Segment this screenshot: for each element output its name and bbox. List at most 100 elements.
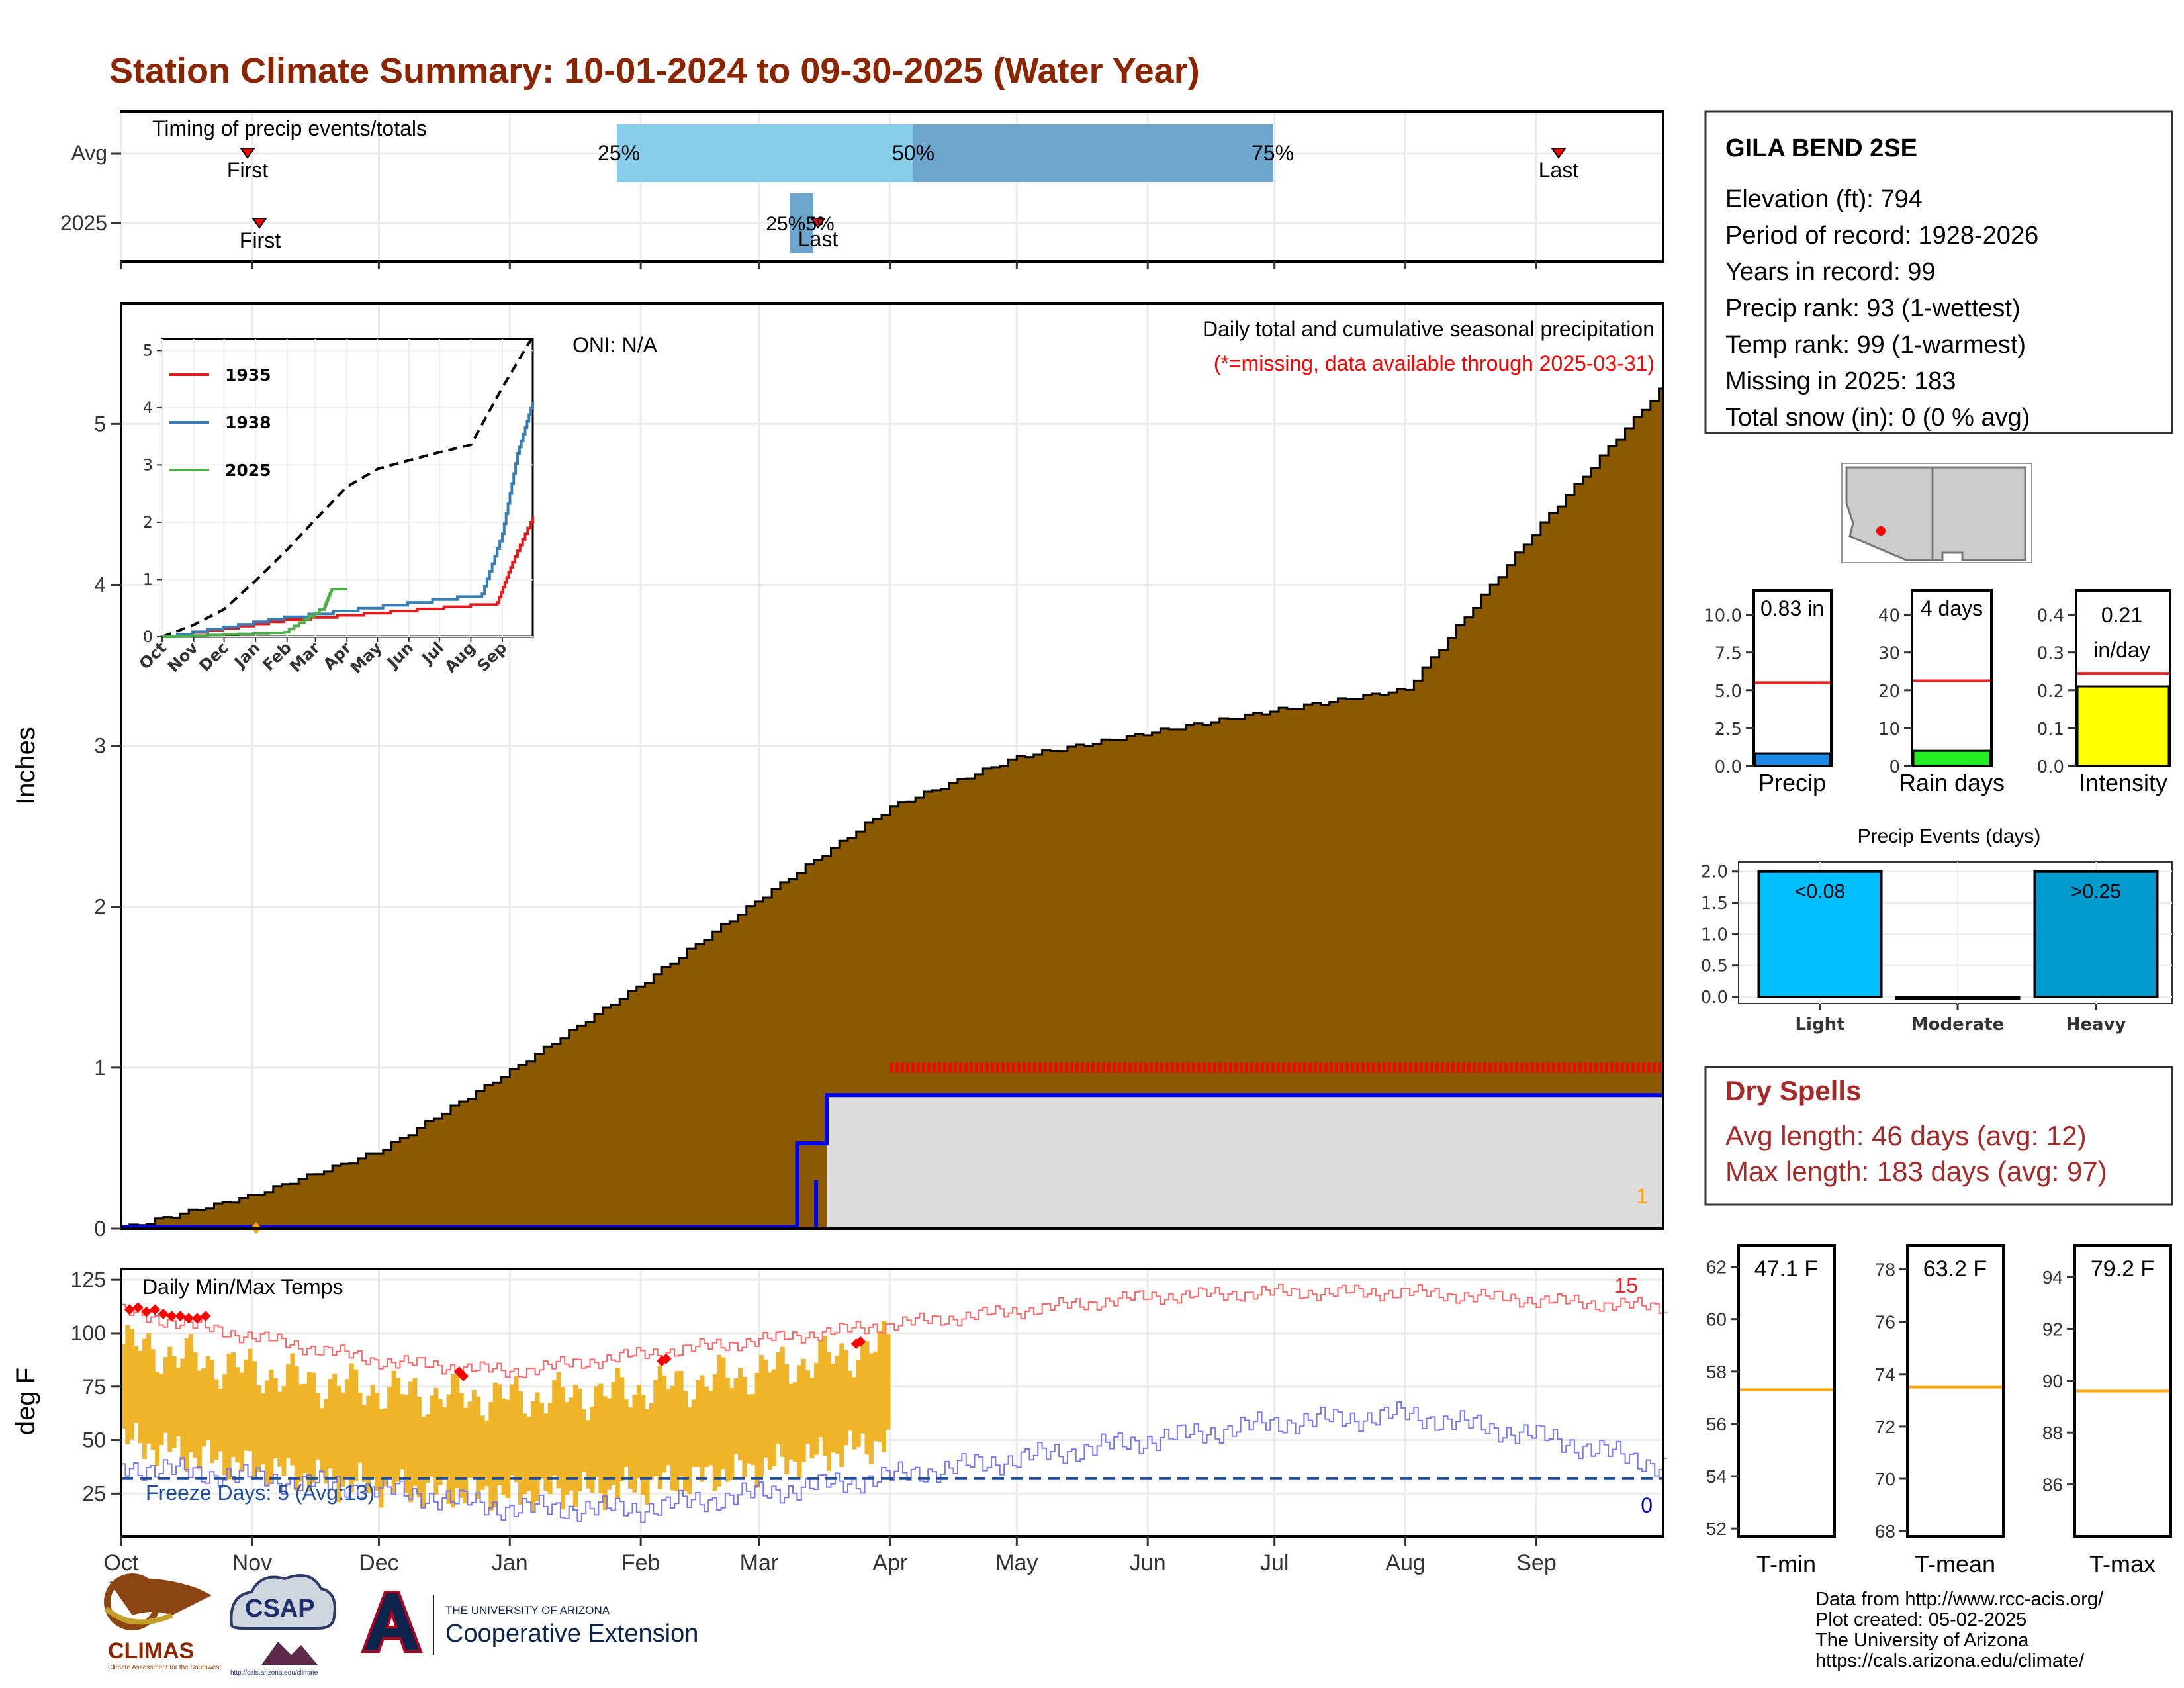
mini-box-y-tick-label: 0.2 — [2037, 682, 2064, 702]
temp-day-bar — [641, 1395, 646, 1495]
climas-logo: CLIMAS Climate Assessment for the Southw… — [104, 1573, 221, 1671]
precip-y-axis: 0 1 2 3 4 5 — [94, 412, 121, 1241]
temp-day-bar — [594, 1386, 599, 1477]
rain-days-box: 0 10 20 30 40 — [1878, 589, 1993, 777]
temp-day-bar — [733, 1378, 739, 1454]
inset-y-tick-label: 0 — [143, 628, 153, 646]
events-y-tick-label: 1.0 — [1701, 925, 1728, 945]
temp-day-bar — [497, 1384, 502, 1485]
temp-day-bar — [569, 1397, 574, 1491]
temp-day-bar — [134, 1346, 139, 1423]
inset-y-tick-label: 1 — [143, 570, 153, 588]
temp-day-bar — [155, 1372, 160, 1466]
events-y-tick-label: 0.5 — [1701, 957, 1728, 976]
dry-spells-title: Dry Spells — [1725, 1075, 1861, 1106]
mini-box-y-tick-label: 7.5 — [1715, 644, 1742, 664]
temp-box-y-tick-label: 58 — [1706, 1362, 1727, 1382]
inset-y-tick-label: 2 — [143, 513, 153, 532]
temp-day-bar — [205, 1356, 210, 1440]
timing-avg-first-label: First — [227, 158, 268, 182]
record-low-count: 0 — [1641, 1493, 1653, 1517]
temp-day-bar — [256, 1385, 261, 1472]
temp-day-bar — [754, 1372, 760, 1488]
temp-day-bar — [395, 1378, 400, 1482]
temp-box-frame — [1906, 1244, 2005, 1538]
month-x-axis: Oct Nov Dec Jan Feb Mar Apr May Jun Jul Aug Sep — [104, 1536, 1557, 1575]
timing-2025-last-label: Last — [798, 227, 839, 251]
dry-spells-frame — [1704, 1066, 2173, 1206]
temp-day-bar — [302, 1383, 308, 1474]
temp-box-y-tick-label: 92 — [2042, 1319, 2063, 1339]
temp-day-bar — [281, 1386, 287, 1477]
temp-box-y-tick-label: 54 — [1706, 1466, 1727, 1487]
temp-day-bar — [501, 1398, 506, 1495]
temp-day-bar — [345, 1379, 350, 1477]
temp-y-tick-label: 75 — [82, 1375, 106, 1399]
temp-day-bar — [619, 1377, 625, 1481]
temp-day-bar — [581, 1409, 586, 1472]
csap-url: http://cals.arizona.edu/climate — [230, 1669, 318, 1677]
station-years: Years in record: 99 — [1725, 258, 1936, 286]
mini-box-y-tick-label: 0.1 — [2037, 720, 2064, 739]
temp-day-bar — [366, 1395, 371, 1493]
temp-box-y-tick-label: 56 — [1706, 1414, 1727, 1434]
csap-logo-text: CSAP — [245, 1595, 315, 1622]
mini-box-y-tick-label: 0 — [1889, 757, 1900, 777]
temp-day-bar — [670, 1385, 675, 1491]
station-period: Period of record: 1928-2026 — [1725, 222, 2038, 250]
events-y-tick-label: 1.5 — [1701, 894, 1728, 914]
temp-day-bar — [146, 1333, 152, 1444]
temp-day-bar — [184, 1338, 189, 1472]
temp-day-bar — [615, 1368, 620, 1499]
temp-day-bar — [189, 1334, 194, 1453]
raindays-box-label: Rain days — [1899, 769, 2005, 796]
temp-y-tick-label: 50 — [82, 1429, 106, 1452]
temp-day-bar — [306, 1372, 312, 1491]
temp-day-bar — [662, 1375, 667, 1473]
temp-day-bar — [531, 1401, 536, 1512]
temp-day-bar — [150, 1349, 156, 1450]
temp-day-bar — [383, 1408, 388, 1487]
tmin-box-value: 47.1 F — [1754, 1256, 1818, 1282]
temp-box-y-tick-label: 76 — [1875, 1312, 1895, 1333]
temp-day-bar — [230, 1352, 236, 1457]
temp-day-bar — [598, 1383, 604, 1494]
temp-day-bar — [138, 1350, 143, 1444]
temp-box-y-tick-label: 52 — [1706, 1519, 1727, 1539]
record-high-marker — [132, 1302, 144, 1313]
temp-day-bar — [121, 1344, 126, 1429]
temp-day-bar — [510, 1384, 515, 1476]
inset-line-1938 — [162, 402, 534, 638]
temp-day-bar — [712, 1374, 717, 1491]
month-tick-label: Sep — [1516, 1550, 1557, 1575]
csap-mountains — [261, 1642, 318, 1665]
temp-day-bar — [813, 1363, 819, 1455]
temp-panel-frame — [120, 1268, 1664, 1538]
temp-day-bar — [746, 1394, 751, 1464]
mini-box-y-tick-label: 10.0 — [1704, 606, 1742, 626]
tmin-box-label: T-min — [1756, 1550, 1816, 1577]
inset-line-2025 — [162, 588, 347, 638]
temp-day-bar — [831, 1364, 836, 1453]
temp-day-bar — [868, 1353, 874, 1464]
record-high-marker — [855, 1336, 866, 1347]
precip-y-tick-label: 1 — [94, 1056, 106, 1080]
record-high-marker — [200, 1311, 211, 1322]
events-title: Precip Events (days) — [1858, 825, 2041, 847]
mini-box-y-tick-label: 30 — [1878, 644, 1900, 664]
legend-label-1935: 1935 — [225, 365, 271, 385]
tmean-box-label: T-mean — [1915, 1550, 1995, 1577]
record-high-marker — [124, 1304, 135, 1315]
intensity-box: 0.0 0.1 0.2 0.3 0.4 — [2037, 589, 2171, 777]
timing-avg-last-label: Last — [1539, 158, 1579, 182]
temp-day-bar — [408, 1381, 414, 1503]
timing-row-label-2025: 2025 — [60, 211, 107, 235]
temp-day-bar — [847, 1370, 852, 1431]
intensity-box-label: Intensity — [2079, 769, 2167, 796]
daily-temp-bars — [121, 1321, 891, 1512]
temp-day-bar — [708, 1391, 713, 1466]
record-high-marker — [166, 1311, 177, 1322]
timing-avg-last-marker — [1551, 148, 1567, 159]
